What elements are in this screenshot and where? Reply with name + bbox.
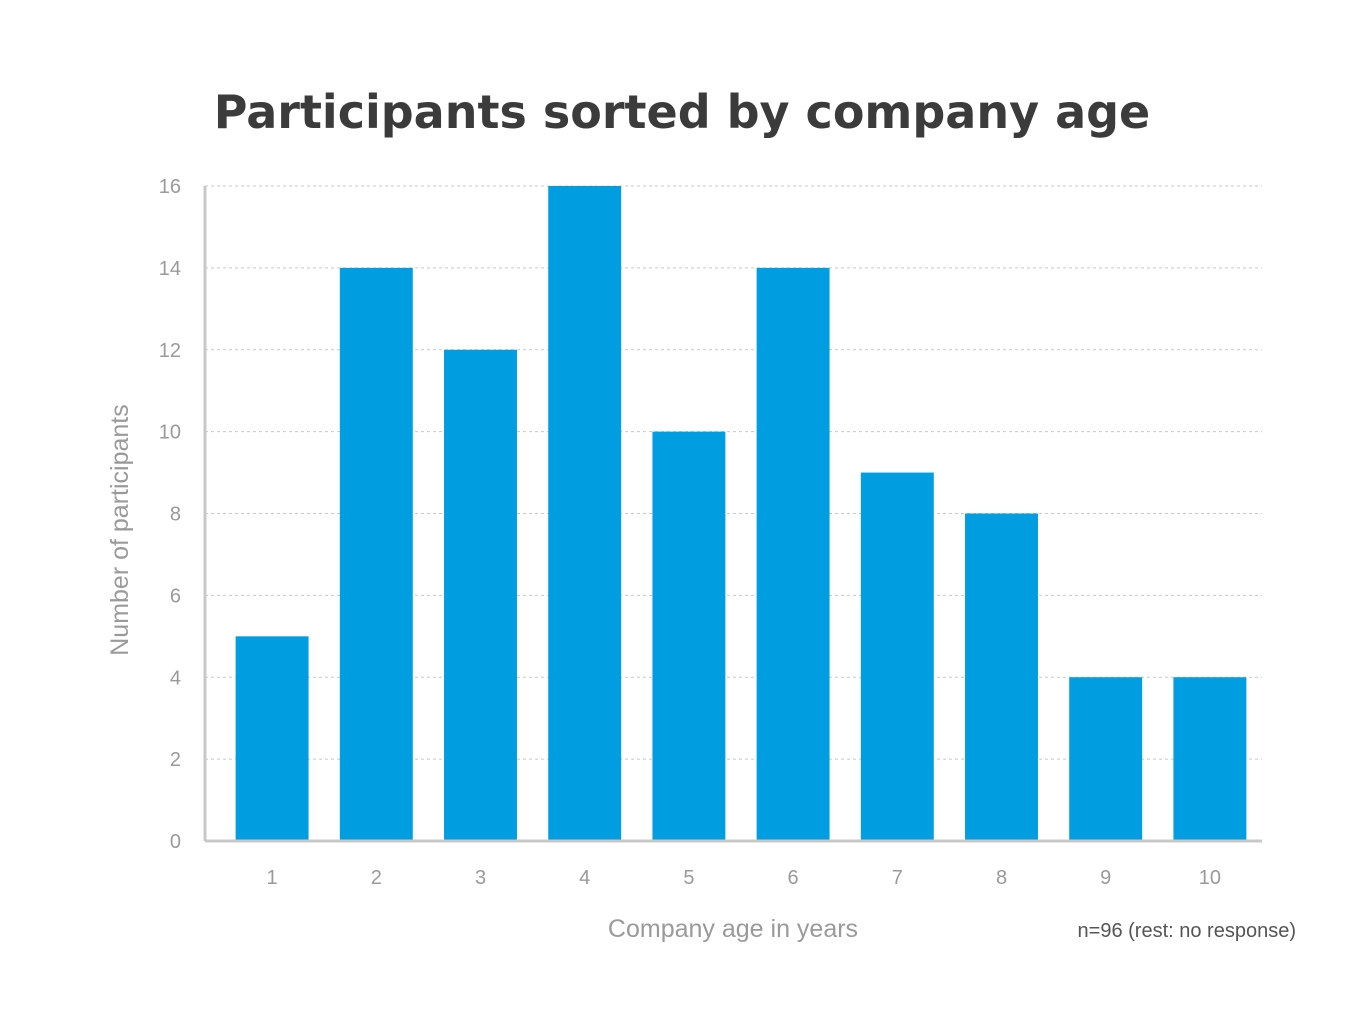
bar-7 [860,472,934,841]
x-axis-label: Company age in years [608,915,858,943]
bar-8 [965,513,1038,841]
x-tick-labels: 1 2 3 4 5 6 7 8 9 10 [267,867,1221,889]
chart-title: Participants sorted by company age [214,85,1151,139]
y-tick-label: 2 [170,749,181,771]
y-tick-label: 12 [159,340,181,362]
x-tick-label: 2 [371,867,382,889]
y-tick-label: 0 [170,831,181,853]
bar-4 [548,186,622,841]
bar-6 [756,267,830,841]
y-axis-label: Number of participants [106,404,134,656]
y-tick-label: 6 [170,585,181,607]
x-tick-label: 4 [579,867,590,889]
x-tick-label: 8 [996,867,1007,889]
x-tick-label: 6 [788,867,799,889]
y-tick-labels: 0 2 4 6 8 10 12 14 16 [159,176,181,853]
bars [235,186,1247,841]
bar-3 [444,349,517,841]
x-tick-label: 1 [267,867,278,889]
x-tick-label: 10 [1199,867,1221,889]
x-tick-label: 5 [683,867,694,889]
bar-10 [1173,677,1247,841]
y-tick-label: 4 [170,667,181,689]
y-tick-label: 10 [159,422,181,444]
y-tick-label: 14 [159,258,181,280]
x-tick-label: 7 [892,867,903,889]
bar-9 [1069,677,1143,841]
bar-5 [652,431,726,841]
axes [203,186,1262,843]
y-tick-label: 8 [170,504,181,526]
bar-1 [235,636,309,841]
x-tick-label: 3 [475,867,486,889]
y-tick-label: 16 [159,176,181,198]
sample-size-note: n=96 (rest: no response) [1078,920,1296,942]
x-tick-label: 9 [1100,867,1111,889]
bar-2 [339,267,413,841]
